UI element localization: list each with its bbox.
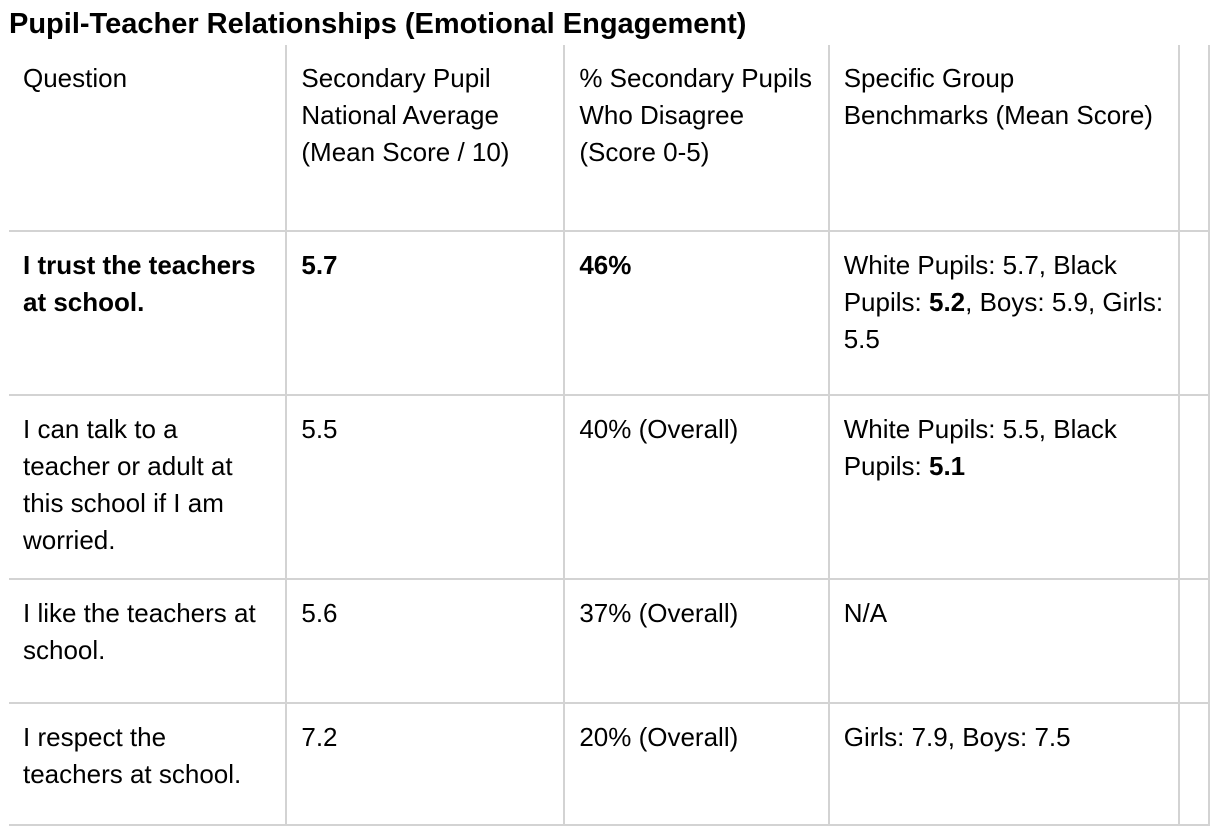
benchmarks-cell: White Pupils: 5.5, Black Pupils: 5.1: [827, 394, 1180, 580]
question-cell: I respect the teachers at school.: [9, 702, 288, 826]
data-table: Question Secondary Pupil National Averag…: [9, 45, 1210, 826]
benchmarks-cell: N/A: [827, 578, 1180, 704]
question-cell: I trust the teachers at school.: [9, 230, 288, 396]
table-row: I trust the teachers at school. 5.7 46% …: [9, 230, 1210, 396]
header-group-benchmarks: Specific Group Benchmarks (Mean Score): [827, 45, 1180, 232]
header-percent-disagree: % Secondary Pupils Who Disagree (Score 0…: [563, 45, 830, 232]
national-average-cell: 5.5: [285, 394, 566, 580]
percent-disagree-cell: 20% (Overall): [563, 702, 830, 826]
benchmarks-cell: White Pupils: 5.7, Black Pupils: 5.2, Bo…: [827, 230, 1180, 396]
empty-cell: [1177, 45, 1210, 232]
percent-disagree-cell: 46%: [563, 230, 830, 396]
benchmarks-highlight: 5.1: [928, 451, 966, 481]
empty-cell: [1177, 578, 1210, 704]
national-average-cell: 7.2: [285, 702, 566, 826]
empty-cell: [1177, 230, 1210, 396]
percent-disagree-cell: 40% (Overall): [563, 394, 830, 580]
benchmarks-text: Girls: 7.9, Boys: 7.5: [843, 722, 1071, 752]
national-average-cell: 5.6: [285, 578, 566, 704]
percent-disagree-cell: 37% (Overall): [563, 578, 830, 704]
empty-cell: [1177, 702, 1210, 826]
page-title: Pupil-Teacher Relationships (Emotional E…: [9, 8, 747, 40]
table-row: I can talk to a teacher or adult at this…: [9, 394, 1210, 580]
benchmarks-highlight: 5.2: [928, 287, 966, 317]
table-header-row: Question Secondary Pupil National Averag…: [9, 45, 1210, 232]
table-row: I respect the teachers at school. 7.2 20…: [9, 702, 1210, 826]
benchmarks-text: White Pupils: 5.7, Black Pupils:: [843, 250, 1117, 317]
benchmarks-text: White Pupils: 5.5, Black Pupils:: [843, 414, 1117, 481]
question-cell: I can talk to a teacher or adult at this…: [9, 394, 288, 580]
header-national-average: Secondary Pupil National Average (Mean S…: [285, 45, 566, 232]
question-cell: I like the teachers at school.: [9, 578, 288, 704]
table-row: I like the teachers at school. 5.6 37% (…: [9, 578, 1210, 704]
empty-cell: [1177, 394, 1210, 580]
header-question: Question: [9, 45, 288, 232]
national-average-cell: 5.7: [285, 230, 566, 396]
benchmarks-cell: Girls: 7.9, Boys: 7.5: [827, 702, 1180, 826]
benchmarks-text: N/A: [843, 598, 888, 628]
benchmarks-text-rest: , Boys: 5.9, Girls: 5.5: [843, 287, 1164, 354]
